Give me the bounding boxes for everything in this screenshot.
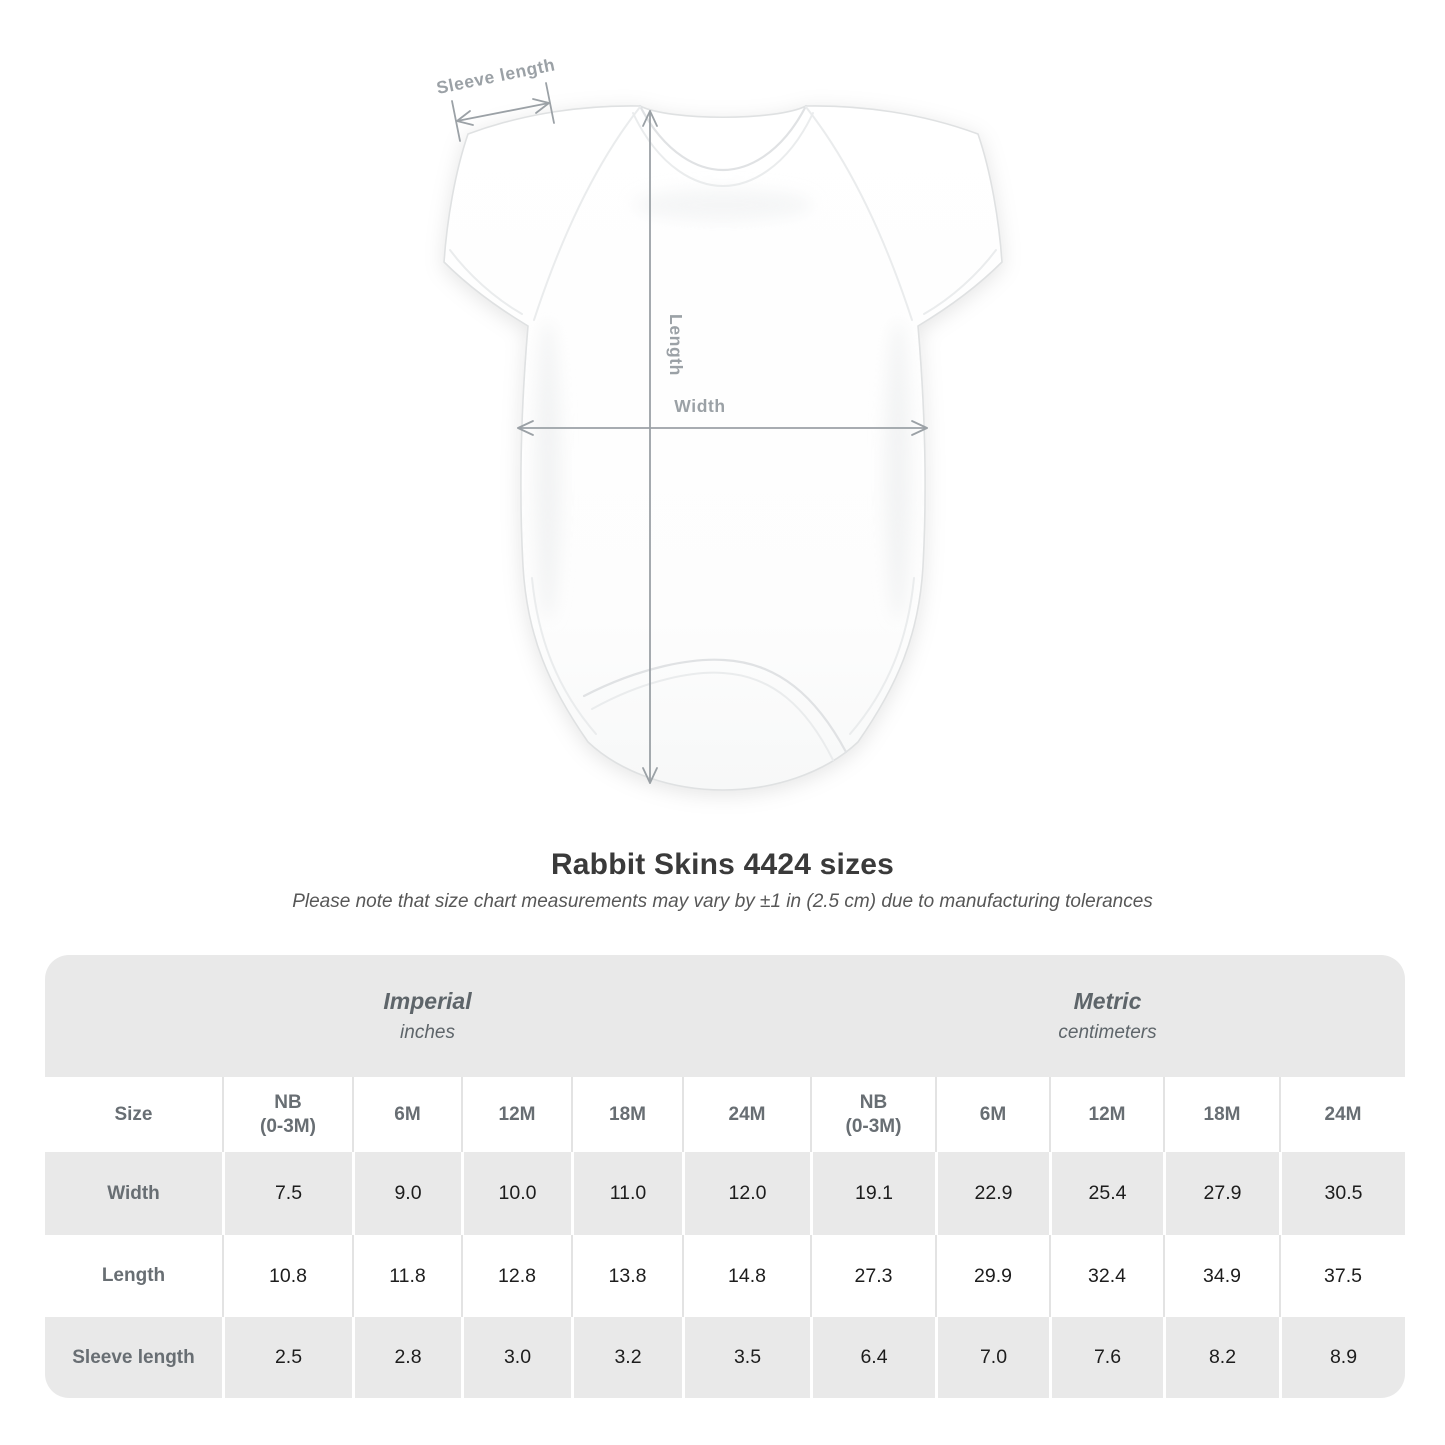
width-nb-metric: 19.1: [810, 1152, 935, 1235]
length-measure-line: [642, 110, 658, 784]
size-table: Imperial inches Metric centimeters Size …: [45, 955, 1405, 1398]
size-col-6m-imperial: 6M: [352, 1077, 461, 1152]
size-col-6m-metric: 6M: [935, 1077, 1049, 1152]
width-12m-metric: 25.4: [1049, 1152, 1163, 1235]
size-col-24m-imperial: 24M: [682, 1077, 810, 1152]
width-24m-metric: 30.5: [1279, 1152, 1405, 1235]
width-6m-metric: 22.9: [935, 1152, 1049, 1235]
row-label-sleeve-length: Sleeve length: [72, 1346, 195, 1368]
length-12m-imperial: 12.8: [461, 1235, 571, 1317]
metric-unit-label: centimeters: [1058, 1022, 1157, 1043]
sleeve-6m-metric: 7.0: [935, 1317, 1049, 1398]
length-12m-metric: 32.4: [1049, 1235, 1163, 1317]
width-24m-imperial: 12.0: [682, 1152, 810, 1235]
length-18m-imperial: 13.8: [571, 1235, 682, 1317]
size-col-12m-imperial: 12M: [461, 1077, 571, 1152]
table-row-length: Length 10.8 11.8 12.8 13.8 14.8 27.3 29.…: [45, 1235, 1405, 1317]
onesie-silhouette: [443, 104, 1003, 791]
length-label: Length: [666, 314, 686, 376]
length-18m-metric: 34.9: [1163, 1235, 1279, 1317]
size-col-18m-imperial: 18M: [571, 1077, 682, 1152]
crotch-flap-edge: [582, 658, 848, 754]
bodysuit-diagram: Sleeve length Length Width: [435, 54, 1003, 791]
width-18m-imperial: 11.0: [571, 1152, 682, 1235]
right-sleeve-hem: [923, 249, 997, 315]
length-6m-imperial: 11.8: [352, 1235, 461, 1317]
width-18m-metric: 27.9: [1163, 1152, 1279, 1235]
page-title: Rabbit Skins 4424 sizes: [550, 848, 895, 881]
right-leg-binding: [849, 577, 915, 735]
left-leg-binding: [531, 577, 597, 735]
left-armhole-seam: [533, 106, 641, 321]
size-col-12m-metric: 12M: [1049, 1077, 1163, 1152]
sleeve-nb-imperial: 2.5: [222, 1317, 352, 1398]
row-label-length: Length: [101, 1265, 166, 1287]
right-armhole-seam: [805, 106, 913, 321]
unit-group-header: Imperial inches Metric centimeters: [45, 955, 1405, 1077]
size-header: Size: [114, 1103, 153, 1125]
table-row-sleeve-length: Sleeve length 2.5 2.8 3.0 3.2 3.5 6.4 7.…: [45, 1317, 1405, 1398]
left-sleeve-hem: [449, 249, 523, 315]
size-col-nb-metric: NB (0-3M): [810, 1077, 935, 1152]
size-col-nb-imperial: NB (0-3M): [222, 1077, 352, 1152]
imperial-group-header: Imperial inches: [45, 955, 810, 1077]
bodysuit-figure: Sleeve length Length Width: [435, 54, 1003, 791]
neck-opening-seam: [638, 104, 808, 172]
sleeve-nb-metric: 6.4: [810, 1317, 935, 1398]
imperial-unit-label: inches: [400, 1022, 455, 1043]
sleeve-24m-metric: 8.9: [1279, 1317, 1405, 1398]
sleeve-18m-imperial: 3.2: [571, 1317, 682, 1398]
neck-band-seam: [632, 112, 814, 188]
sleeve-length-label: Sleeve length: [435, 54, 557, 98]
length-24m-metric: 37.5: [1279, 1235, 1405, 1317]
crotch-flap-binding: [591, 671, 834, 761]
metric-label: Metric: [1073, 988, 1142, 1014]
size-header-row: Size NB (0-3M) 6M 12M 18M 24M NB (0-3M) …: [45, 1077, 1405, 1152]
imperial-label: Imperial: [383, 988, 472, 1014]
width-measure-line: [517, 420, 928, 436]
width-12m-imperial: 10.0: [461, 1152, 571, 1235]
width-label: Width: [674, 396, 725, 416]
fabric-shading: [535, 189, 911, 620]
width-nb-imperial: 7.5: [222, 1152, 352, 1235]
sleeve-18m-metric: 8.2: [1163, 1317, 1279, 1398]
sleeve-length-measure-line: [451, 82, 555, 142]
row-label-width: Width: [107, 1182, 160, 1204]
width-6m-imperial: 9.0: [352, 1152, 461, 1235]
size-col-24m-metric: 24M: [1279, 1077, 1405, 1152]
sleeve-24m-imperial: 3.5: [682, 1317, 810, 1398]
table-row-width: Width 7.5 9.0 10.0 11.0 12.0 19.1 22.9 2…: [45, 1152, 1405, 1235]
page-subtitle: Please note that size chart measurements…: [292, 891, 1153, 912]
length-nb-metric: 27.3: [810, 1235, 935, 1317]
sleeve-6m-imperial: 2.8: [352, 1317, 461, 1398]
title-block: Rabbit Skins 4424 sizes Please note that…: [0, 848, 1445, 913]
sleeve-12m-imperial: 3.0: [461, 1317, 571, 1398]
length-6m-metric: 29.9: [935, 1235, 1049, 1317]
length-nb-imperial: 10.8: [222, 1235, 352, 1317]
metric-group-header: Metric centimeters: [810, 955, 1405, 1077]
sleeve-12m-metric: 7.6: [1049, 1317, 1163, 1398]
size-col-18m-metric: 18M: [1163, 1077, 1279, 1152]
length-24m-imperial: 14.8: [682, 1235, 810, 1317]
